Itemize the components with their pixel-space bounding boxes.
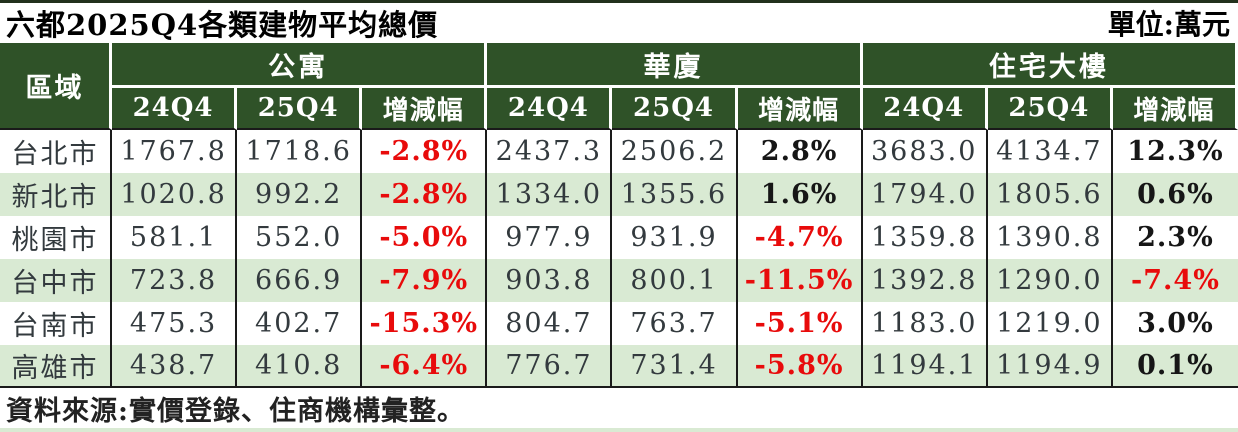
group-header-row: 區域 公寓 華廈 住宅大樓	[0, 43, 1238, 130]
column-header-change: 增減幅	[737, 88, 863, 130]
value-cell: 1290.0	[987, 259, 1113, 302]
region-cell: 台中市	[0, 259, 112, 302]
value-cell: 1359.8	[862, 216, 988, 259]
column-header-24q4: 24Q4	[862, 88, 988, 130]
value-cell: 1183.0	[862, 302, 988, 345]
title-bar: 六都2025Q4各類建物平均總價 單位:萬元	[0, 3, 1238, 43]
table-row: 台南市 475.3 402.7 -15.3% 804.7 763.7 -5.1% 1183.0…	[0, 302, 1238, 345]
region-cell: 台北市	[0, 130, 112, 173]
value-cell: 931.9	[612, 216, 738, 259]
value-cell: 1392.8	[862, 259, 988, 302]
value-cell: 977.9	[487, 216, 613, 259]
table-row: 桃園市 581.1 552.0 -5.0% 977.9 931.9 -4.7% 1359.8 1…	[0, 216, 1238, 259]
change-cell: -5.8%	[737, 345, 863, 388]
change-cell: -5.1%	[737, 302, 863, 345]
change-cell: -11.5%	[737, 259, 863, 302]
value-cell: 1194.1	[862, 345, 988, 388]
change-cell: -5.0%	[362, 216, 488, 259]
region-cell: 新北市	[0, 173, 112, 216]
change-cell: 2.3%	[1112, 216, 1238, 259]
bottom-border-strip	[0, 428, 1238, 432]
value-cell: 2506.2	[612, 130, 738, 173]
value-cell: 723.8	[112, 259, 238, 302]
column-header-25q4: 25Q4	[987, 88, 1113, 130]
table-header: 區域 公寓 華廈 住宅大樓 24Q4 25Q4 增減幅 24Q4 25Q4 增減…	[0, 43, 1238, 130]
column-header-change: 增減幅	[362, 88, 488, 130]
table-body: 台北市 1767.8 1718.6 -2.8% 2437.3 2506.2 2.8% 3683…	[0, 130, 1238, 388]
value-cell: 581.1	[112, 216, 238, 259]
value-cell: 776.7	[487, 345, 613, 388]
change-cell: -7.4%	[1112, 259, 1238, 302]
unit-label: 單位:萬元	[1107, 8, 1230, 41]
table-row: 台北市 1767.8 1718.6 -2.8% 2437.3 2506.2 2.8% 3683…	[0, 130, 1238, 173]
change-cell: -15.3%	[362, 302, 488, 345]
value-cell: 3683.0	[862, 130, 988, 173]
group-header-apartment: 公寓	[112, 43, 488, 88]
column-header-change: 增減幅	[1112, 88, 1238, 130]
column-header-24q4: 24Q4	[112, 88, 238, 130]
change-cell: 1.6%	[737, 173, 863, 216]
group-header-residential-tower: 住宅大樓	[862, 43, 1238, 88]
value-cell: 1194.9	[987, 345, 1113, 388]
sub-header-row: 24Q4 25Q4 增減幅 24Q4 25Q4 增減幅 24Q4 25Q4 增減…	[0, 88, 1238, 130]
value-cell: 2437.3	[487, 130, 613, 173]
price-table: 區域 公寓 華廈 住宅大樓 24Q4 25Q4 增減幅 24Q4 25Q4 增減…	[0, 43, 1238, 388]
change-cell: -6.4%	[362, 345, 488, 388]
table-row: 台中市 723.8 666.9 -7.9% 903.8 800.1 -11.5% 1392.8…	[0, 259, 1238, 302]
value-cell: 438.7	[112, 345, 238, 388]
page-title: 六都2025Q4各類建物平均總價	[6, 8, 439, 42]
region-cell: 桃園市	[0, 216, 112, 259]
column-header-25q4: 25Q4	[612, 88, 738, 130]
source-note: 資料來源:實價登錄、住商機構彙整。	[6, 395, 465, 427]
value-cell: 1390.8	[987, 216, 1113, 259]
region-cell: 高雄市	[0, 345, 112, 388]
change-cell: -4.7%	[737, 216, 863, 259]
value-cell: 804.7	[487, 302, 613, 345]
group-header-midrise: 華廈	[487, 43, 863, 88]
change-cell: -7.9%	[362, 259, 488, 302]
change-cell: 2.8%	[737, 130, 863, 173]
value-cell: 402.7	[237, 302, 363, 345]
value-cell: 552.0	[237, 216, 363, 259]
value-cell: 1794.0	[862, 173, 988, 216]
change-cell: 3.0%	[1112, 302, 1238, 345]
change-cell: 0.1%	[1112, 345, 1238, 388]
value-cell: 1334.0	[487, 173, 613, 216]
change-cell: -2.8%	[362, 130, 488, 173]
top-border-strip	[0, 0, 1238, 3]
value-cell: 410.8	[237, 345, 363, 388]
value-cell: 1718.6	[237, 130, 363, 173]
change-cell: -2.8%	[362, 173, 488, 216]
value-cell: 666.9	[237, 259, 363, 302]
value-cell: 763.7	[612, 302, 738, 345]
value-cell: 1805.6	[987, 173, 1113, 216]
value-cell: 1219.0	[987, 302, 1113, 345]
value-cell: 903.8	[487, 259, 613, 302]
value-cell: 1355.6	[612, 173, 738, 216]
change-cell: 12.3%	[1112, 130, 1238, 173]
table-row: 新北市 1020.8 992.2 -2.8% 1334.0 1355.6 1.6% 1794.…	[0, 173, 1238, 216]
value-cell: 4134.7	[987, 130, 1113, 173]
table-row: 高雄市 438.7 410.8 -6.4% 776.7 731.4 -5.8% 1194.1 1…	[0, 345, 1238, 388]
column-header-region: 區域	[0, 43, 112, 130]
value-cell: 1020.8	[112, 173, 238, 216]
value-cell: 800.1	[612, 259, 738, 302]
column-header-25q4: 25Q4	[237, 88, 363, 130]
value-cell: 1767.8	[112, 130, 238, 173]
change-cell: 0.6%	[1112, 173, 1238, 216]
value-cell: 731.4	[612, 345, 738, 388]
column-header-24q4: 24Q4	[487, 88, 613, 130]
value-cell: 992.2	[237, 173, 363, 216]
value-cell: 475.3	[112, 302, 238, 345]
region-cell: 台南市	[0, 302, 112, 345]
